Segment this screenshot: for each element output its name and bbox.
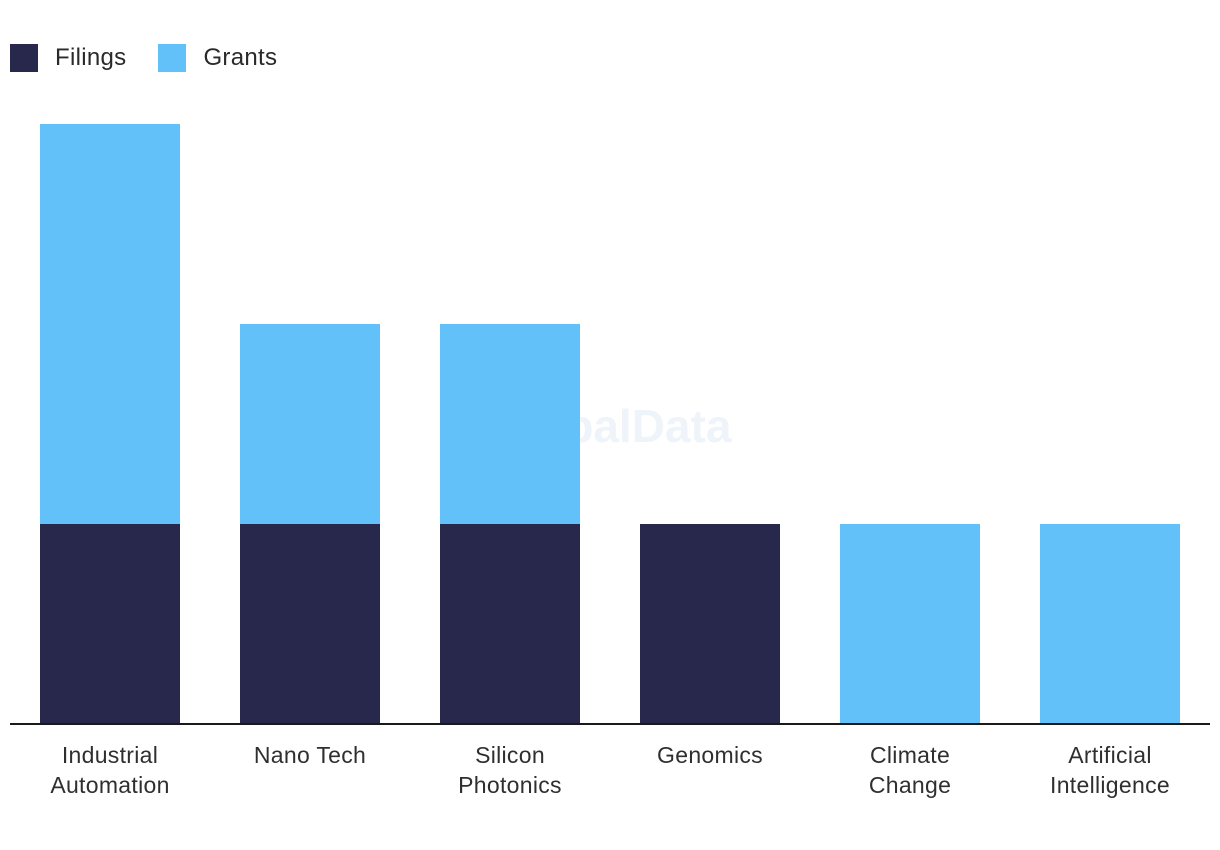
x-tick-label-line: Artificial [1068, 742, 1152, 768]
bar-filings-silicon-photonics [440, 524, 580, 724]
bar-grants-artificial-intelligence [1040, 524, 1180, 724]
x-tick-label-line: Intelligence [1050, 772, 1170, 798]
x-tick-label-line: Automation [50, 772, 169, 798]
x-tick-label-line: Photonics [458, 772, 562, 798]
x-tick-label-line: Nano Tech [254, 742, 366, 768]
legend-label-grants: Grants [203, 44, 278, 71]
legend-item-grants: Grants [158, 44, 277, 72]
bar-filings-industrial-automation [40, 524, 180, 724]
bar-filings-nano-tech [240, 524, 380, 724]
x-tick-label-line: Industrial [62, 742, 158, 768]
x-tick-labels: Industrial Automation Nano Tech Silicon Phot… [50, 742, 1170, 798]
x-tick-label-climate-change: Climate Change [869, 742, 951, 798]
x-tick-label-silicon-photonics: Silicon Photonics [458, 742, 562, 798]
bar-grants-industrial-automation [40, 124, 180, 524]
legend-label-filings: Filings [55, 44, 127, 71]
x-tick-label-artificial-intelligence: Artificial Intelligence [1050, 742, 1170, 798]
bar-grants-nano-tech [240, 324, 380, 524]
x-tick-label-nano-tech: Nano Tech [254, 742, 366, 768]
x-tick-label-genomics: Genomics [657, 742, 763, 768]
x-tick-label-line: Silicon [475, 742, 545, 768]
legend-swatch-filings [10, 44, 38, 72]
x-tick-label-line: Genomics [657, 742, 763, 768]
bar-grants-silicon-photonics [440, 324, 580, 524]
chart-legend: Filings Grants [10, 44, 277, 72]
x-tick-label-line: Climate [870, 742, 950, 768]
x-tick-label-line: Change [869, 772, 951, 798]
bar-filings-genomics [640, 524, 780, 724]
legend-item-filings: Filings [10, 44, 126, 72]
legend-swatch-grants [158, 44, 187, 72]
bars-group [40, 124, 1180, 724]
bar-grants-climate-change [840, 524, 980, 724]
x-tick-label-industrial-automation: Industrial Automation [50, 742, 169, 798]
